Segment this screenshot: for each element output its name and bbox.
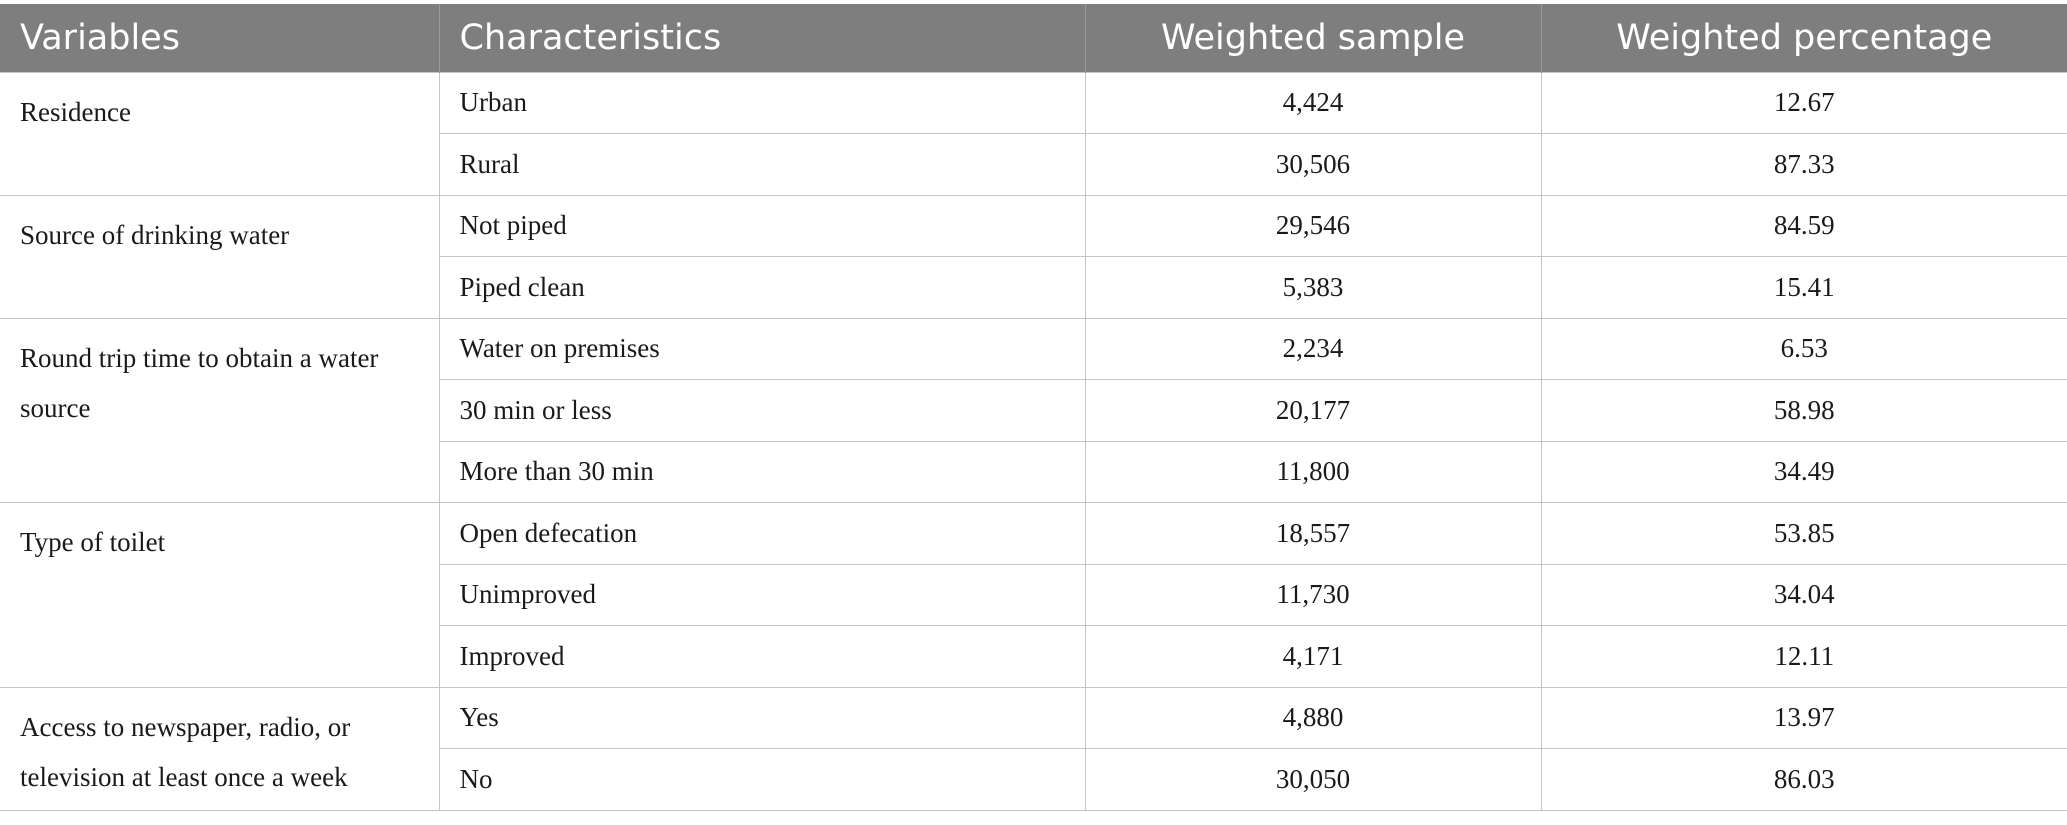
variable-cell: Residence	[0, 71, 440, 196]
characteristic-cell: Open defecation	[438, 502, 1086, 565]
percentage-cell: 34.49	[1540, 440, 2067, 503]
percentage-cell: 6.53	[1540, 317, 2067, 380]
table-header: Variables Characteristics Weighted sampl…	[0, 4, 2067, 72]
sample-cell: 4,424	[1084, 71, 1542, 134]
sample-cell: 11,730	[1084, 563, 1542, 626]
characteristic-cell: Improved	[439, 625, 1086, 688]
table-row: Piped clean 5,383 15.41	[0, 256, 2067, 319]
table-body: Residence Urban 4,424 12.67 Rural 30,506…	[0, 71, 2067, 811]
table-row: No 30,050 86.03	[0, 748, 2067, 811]
characteristic-cell: Urban	[438, 71, 1086, 134]
table-row: Rural 30,506 87.33	[0, 133, 2067, 196]
header-variables: Variables	[0, 4, 440, 72]
table-row: Access to newspaper, radio, or televisio…	[0, 686, 2067, 811]
characteristic-cell: No	[439, 748, 1086, 811]
table-row: Residence Urban 4,424 12.67	[0, 71, 2067, 196]
data-table: Variables Characteristics Weighted sampl…	[0, 4, 2067, 811]
percentage-cell: 34.04	[1540, 563, 2067, 626]
table-row: Improved 4,171 12.11	[0, 625, 2067, 688]
table-row: 30 min or less 20,177 58.98	[0, 379, 2067, 442]
percentage-cell: 87.33	[1540, 133, 2067, 196]
percentage-cell: 12.67	[1540, 71, 2067, 134]
table-row: Round trip time to obtain a water source…	[0, 317, 2067, 503]
variable-cell: Round trip time to obtain a water source	[0, 317, 440, 503]
characteristic-cell: 30 min or less	[439, 379, 1086, 442]
sample-cell: 4,880	[1084, 686, 1542, 749]
sample-cell: 20,177	[1084, 379, 1542, 442]
header-characteristics: Characteristics	[439, 4, 1086, 72]
characteristic-cell: Water on premises	[438, 317, 1086, 380]
characteristic-cell: Unimproved	[439, 563, 1086, 626]
sample-cell: 18,557	[1084, 502, 1542, 565]
sample-cell: 2,234	[1084, 317, 1542, 380]
percentage-cell: 15.41	[1540, 256, 2067, 319]
characteristic-cell: More than 30 min	[439, 440, 1086, 503]
variable-cell: Source of drinking water	[0, 194, 440, 319]
sample-cell: 29,546	[1084, 194, 1542, 257]
table-row: Type of toilet Open defecation 18,557 53…	[0, 502, 2067, 688]
table-row: Unimproved 11,730 34.04	[0, 563, 2067, 626]
percentage-cell: 53.85	[1540, 502, 2067, 565]
header-row: Variables Characteristics Weighted sampl…	[0, 4, 2067, 72]
sample-cell: 5,383	[1084, 256, 1542, 319]
header-weighted-percentage: Weighted percentage	[1541, 4, 2067, 72]
characteristic-cell: Rural	[439, 133, 1086, 196]
header-weighted-sample: Weighted sample	[1085, 4, 1542, 72]
sample-cell: 30,050	[1084, 748, 1542, 811]
table-row: Source of drinking water Not piped 29,54…	[0, 194, 2067, 319]
characteristic-cell: Not piped	[438, 194, 1086, 257]
characteristic-cell: Yes	[438, 686, 1086, 749]
percentage-cell: 12.11	[1540, 625, 2067, 688]
percentage-cell: 58.98	[1540, 379, 2067, 442]
table-row: More than 30 min 11,800 34.49	[0, 440, 2067, 503]
percentage-cell: 84.59	[1540, 194, 2067, 257]
percentage-cell: 13.97	[1540, 686, 2067, 749]
data-table-container: Variables Characteristics Weighted sampl…	[0, 4, 2067, 811]
variable-cell: Access to newspaper, radio, or televisio…	[0, 686, 440, 811]
sample-cell: 4,171	[1084, 625, 1542, 688]
percentage-cell: 86.03	[1540, 748, 2067, 811]
characteristic-cell: Piped clean	[439, 256, 1086, 319]
sample-cell: 30,506	[1084, 133, 1542, 196]
sample-cell: 11,800	[1084, 440, 1542, 503]
variable-cell: Type of toilet	[0, 502, 440, 688]
